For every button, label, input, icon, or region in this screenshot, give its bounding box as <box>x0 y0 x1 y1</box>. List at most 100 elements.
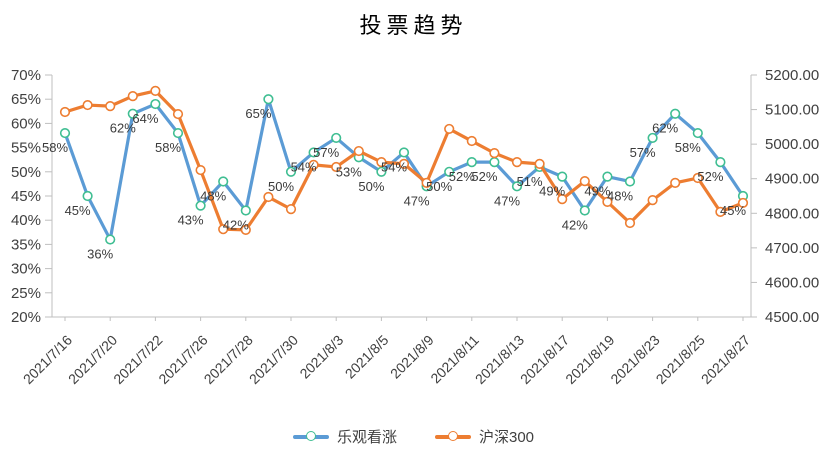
hs300-point-marker <box>376 157 387 168</box>
data-label: 51% <box>517 174 543 189</box>
y-axis-left-tick-label: 65% <box>11 91 41 108</box>
hs300-point-marker <box>240 224 251 235</box>
hs300-point-marker <box>466 135 477 147</box>
optimistic-point-marker <box>172 127 184 139</box>
hs300-point-marker <box>82 99 93 111</box>
legend-label: 沪深300 <box>478 429 535 446</box>
hs300-point-marker <box>398 158 410 169</box>
hs300-point-marker <box>353 145 364 157</box>
optimistic-point-marker <box>647 132 658 144</box>
y-axis-right-tick-label: 5100.00 <box>765 102 819 119</box>
hs300-point-marker <box>421 177 432 188</box>
optimistic-point-marker <box>263 94 274 105</box>
optimistic-point-marker <box>602 171 613 182</box>
data-label: 58% <box>42 140 68 155</box>
data-label: 52% <box>697 169 723 184</box>
y-axis-left-tick-label: 45% <box>11 188 41 205</box>
hs300-point-marker <box>127 90 138 102</box>
legend-item-optimistic: 乐观看涨 <box>292 426 397 447</box>
optimistic-point-marker <box>105 234 116 245</box>
hs300-point-marker <box>534 158 545 169</box>
hs300-point-marker <box>670 177 681 188</box>
optimistic-point-marker <box>308 147 319 158</box>
optimistic-point-marker <box>127 108 138 119</box>
data-label: 42% <box>223 218 249 233</box>
hs300-point-marker <box>444 123 455 135</box>
optimistic-point-marker <box>150 98 161 110</box>
data-label: 50% <box>268 179 294 194</box>
y-axis-right-tick-label: 5000.00 <box>765 136 819 153</box>
optimistic-point-marker <box>444 166 455 177</box>
y-axis-right-tick-label: 5200.00 <box>765 67 819 84</box>
data-label: 47% <box>494 193 520 208</box>
hs300-point-marker <box>489 148 500 159</box>
y-axis-left-tick-label: 30% <box>11 261 41 278</box>
data-label: 57% <box>630 145 656 160</box>
y-axis-right-tick-label: 4800.00 <box>765 205 819 222</box>
optimistic-point-marker <box>398 147 410 158</box>
hs300-point-marker <box>331 161 342 173</box>
hs300-point-marker <box>285 204 297 215</box>
data-label: 62% <box>652 121 678 136</box>
hs300-point-marker <box>218 224 229 235</box>
y-axis-right-tick-label: 4500.00 <box>765 309 819 326</box>
y-axis-right-tick-label: 4600.00 <box>765 274 819 291</box>
legend-label: 乐观看涨 <box>336 429 397 446</box>
chart-legend: 乐观看涨 沪深300 <box>0 426 827 447</box>
hs300-point-marker <box>647 195 658 206</box>
y-axis-right-tick-label: 4700.00 <box>765 240 819 257</box>
data-label: 48% <box>607 188 633 203</box>
y-axis-left-tick-label: 25% <box>11 285 41 302</box>
data-label: 64% <box>132 111 158 126</box>
hs300-point-marker <box>737 197 749 209</box>
optimistic-point-marker <box>331 132 342 144</box>
data-label: 58% <box>155 140 181 155</box>
optimistic-point-marker <box>82 190 93 202</box>
data-label: 49% <box>539 184 565 199</box>
y-axis-left-tick-label: 60% <box>11 115 41 132</box>
data-label: 47% <box>404 193 430 208</box>
x-axis-tick-label: 2021/7/30 <box>246 332 302 388</box>
y-axis-left-tick-label: 70% <box>11 67 41 84</box>
data-label: 50% <box>358 179 384 194</box>
optimistic-point-marker <box>624 176 636 187</box>
hs300-point-marker <box>692 172 703 184</box>
data-label: 36% <box>87 247 113 262</box>
optimistic-point-marker <box>557 171 568 182</box>
orange-line-swatch-icon <box>434 431 471 441</box>
data-label: 50% <box>426 179 452 194</box>
x-axis-tick-label: 2021/8/3 <box>296 332 346 382</box>
optimistic-point-marker <box>376 166 387 177</box>
optimistic-point-marker <box>670 108 681 119</box>
hs300-point-marker <box>602 196 613 207</box>
data-label: 49% <box>584 184 610 199</box>
optimistic-point-marker <box>579 205 590 216</box>
data-label: 42% <box>562 218 588 233</box>
hs300-point-marker <box>579 176 590 187</box>
hs300-point-marker <box>195 164 206 176</box>
legend-item-hs300: 沪深300 <box>434 426 535 447</box>
hs300-point-marker <box>172 108 184 120</box>
data-label: 57% <box>313 145 339 160</box>
data-label: 48% <box>200 188 226 203</box>
optimistic-point-marker <box>466 157 477 168</box>
optimistic-point-marker <box>195 200 206 211</box>
hs300-point-marker <box>105 101 116 112</box>
optimistic-point-marker <box>692 127 703 139</box>
blue-line-swatch-icon <box>292 431 329 441</box>
x-axis-tick-label: 2021/8/5 <box>342 332 392 382</box>
data-label: 53% <box>336 164 362 179</box>
hs300-point-marker <box>557 194 568 205</box>
hs300-point-marker <box>59 106 71 118</box>
data-label: 54% <box>291 159 317 174</box>
hs300-point-marker <box>263 191 274 203</box>
hs300-point-marker <box>511 157 523 168</box>
hs300-point-marker <box>150 85 161 97</box>
y-axis-left-tick-label: 50% <box>11 164 41 181</box>
data-label: 54% <box>381 159 407 174</box>
data-label: 65% <box>245 106 271 121</box>
data-label: 62% <box>110 121 136 136</box>
data-label: 45% <box>720 203 746 218</box>
